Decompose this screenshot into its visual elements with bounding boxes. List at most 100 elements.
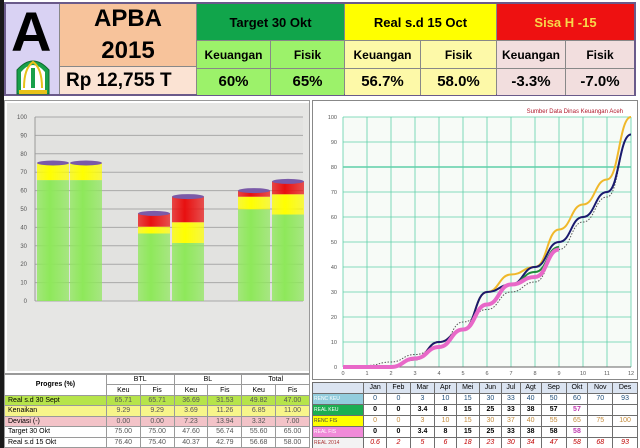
sub-header: Keu bbox=[173, 384, 209, 396]
table-row: Deviasi (-) 0.00 0.00 7.23 13.94 3.32 7.00 bbox=[4, 415, 310, 428]
month-value: 58 bbox=[565, 426, 589, 438]
month-value: 0 bbox=[385, 426, 411, 438]
month-header: Des bbox=[612, 382, 638, 394]
y-tick-label: 100 bbox=[328, 115, 337, 121]
y-tick-label: 70 bbox=[20, 170, 27, 176]
month-header: Apr bbox=[434, 382, 457, 394]
series-line-real-2014 bbox=[342, 134, 632, 368]
month-value: 5 bbox=[409, 437, 436, 448]
progress-table: Progres (%) BTL BL Total Keu Fis Keu Fis Keu… bbox=[4, 373, 310, 448]
bar-segment bbox=[37, 163, 69, 181]
month-value: 0 bbox=[385, 393, 411, 405]
bar-segment bbox=[238, 196, 270, 210]
y-tick-label: 20 bbox=[331, 315, 337, 321]
sub-header: Fis bbox=[207, 384, 243, 396]
month-value: 100 bbox=[612, 415, 638, 427]
bar-segment bbox=[238, 190, 270, 197]
month-value: 57 bbox=[565, 404, 589, 416]
x-tick-label: 7 bbox=[509, 371, 512, 377]
cell-value: 65.71 bbox=[105, 394, 141, 407]
series-label: REAL KEU bbox=[311, 404, 365, 416]
cell-value: 3.32 bbox=[241, 415, 277, 428]
bar-segment bbox=[272, 181, 304, 195]
month-value: 8 bbox=[434, 426, 457, 438]
cell-value: 75.40 bbox=[139, 436, 175, 448]
bar-cap bbox=[172, 194, 204, 200]
cell-value: 65.00 bbox=[275, 426, 310, 438]
region-letter: A bbox=[11, 0, 52, 63]
y-tick-label: 80 bbox=[20, 152, 27, 158]
sisa-fisik-value: -7.0% bbox=[566, 69, 634, 95]
y-tick-label: 50 bbox=[331, 240, 337, 246]
month-value: 25 bbox=[478, 404, 503, 416]
month-value: 10 bbox=[434, 393, 457, 405]
cell-value: 42.79 bbox=[207, 436, 243, 448]
sub-header: Keu bbox=[241, 384, 277, 396]
month-value: 50 bbox=[540, 393, 567, 405]
target-fisik-label: Fisik bbox=[271, 41, 344, 69]
month-value: 55 bbox=[540, 415, 567, 427]
month-header: Mar bbox=[409, 382, 436, 394]
month-header: Jul bbox=[501, 382, 521, 394]
cell-value: 58.00 bbox=[275, 436, 310, 448]
x-tick-label: 4 bbox=[437, 371, 440, 377]
month-value: 68 bbox=[587, 437, 614, 448]
y-tick-label: 30 bbox=[331, 290, 337, 296]
month-value: 6 bbox=[434, 437, 457, 448]
month-header: Sep bbox=[540, 382, 567, 394]
month-value: 70 bbox=[587, 393, 614, 405]
chart-source-note: Sumber Data Dinas Keuangan Aceh bbox=[527, 109, 623, 115]
series-label: REAL 2014 bbox=[311, 437, 365, 448]
sisa-fisik-label: Fisik bbox=[566, 41, 634, 69]
table-row: RENC KEU 0 0 3 10 15 30 33 40 50 60 70 93 bbox=[311, 393, 638, 405]
region-cell: A bbox=[6, 0, 60, 95]
month-value: 0.6 bbox=[363, 437, 387, 448]
cell-value: 11.26 bbox=[207, 405, 243, 417]
table-row: REAL KEU 0 0 3.4 8 15 25 33 38 57 57 bbox=[311, 404, 638, 416]
cell-value: 75.00 bbox=[139, 426, 175, 438]
month-value: 3 bbox=[409, 393, 436, 405]
series-label: RENC KEU bbox=[311, 393, 365, 405]
sisa-title: Sisa H -15 bbox=[497, 4, 634, 41]
row-label: Deviasi (-) bbox=[4, 415, 107, 428]
bar-segment bbox=[172, 222, 204, 243]
real-fisik-value: 58.0% bbox=[421, 69, 496, 95]
month-value: 30 bbox=[501, 437, 521, 448]
month-value: 10 bbox=[434, 415, 457, 427]
bar-segment bbox=[70, 163, 102, 181]
month-value: 38 bbox=[519, 404, 542, 416]
month-value: 30 bbox=[478, 393, 503, 405]
table-row: Real s.d 15 Okt 76.40 75.40 40.37 42.79 56.68… bbox=[4, 436, 310, 448]
y-tick-label: 20 bbox=[20, 262, 27, 268]
summary-header: A APBA 2015 Rp 12,755 T Target 30 Okt Ke… bbox=[4, 2, 636, 96]
bar-segment bbox=[138, 213, 170, 227]
month-value: 33 bbox=[501, 393, 521, 405]
y-tick-label: 70 bbox=[331, 190, 337, 196]
y-tick-label: 90 bbox=[20, 133, 27, 139]
cell-value: 56.74 bbox=[207, 426, 243, 438]
sub-header: Fis bbox=[275, 384, 310, 396]
month-value: 40 bbox=[519, 415, 542, 427]
bar-segment bbox=[238, 209, 270, 301]
target-keuangan-label: Keuangan bbox=[197, 41, 270, 69]
month-value: 0 bbox=[385, 404, 411, 416]
sub-header: Keu bbox=[105, 384, 141, 396]
budget-cell: APBA 2015 Rp 12,755 T bbox=[60, 4, 197, 94]
bar-segment bbox=[172, 242, 204, 301]
y-tick-label: 60 bbox=[20, 189, 27, 195]
y-tick-label: 0 bbox=[334, 365, 337, 371]
budget-amount: Rp 12,755 T bbox=[60, 67, 196, 94]
table-row: Kenaikan 9.29 9.29 3.69 11.26 6.85 11.00 bbox=[4, 405, 310, 417]
month-value: 0 bbox=[363, 426, 387, 438]
month-value: 3 bbox=[409, 415, 436, 427]
cell-value: 0.00 bbox=[139, 415, 175, 428]
bar-segment bbox=[138, 226, 170, 234]
series-label: RENC FIS bbox=[311, 415, 365, 427]
y-tick-label: 60 bbox=[331, 215, 337, 221]
group-total: Total bbox=[241, 373, 310, 386]
bar-cap bbox=[272, 178, 304, 184]
month-value: 0 bbox=[385, 415, 411, 427]
progress-header: Progres (%) bbox=[4, 374, 107, 396]
month-value: 47 bbox=[540, 437, 567, 448]
target-fisik-value: 65% bbox=[271, 69, 344, 95]
